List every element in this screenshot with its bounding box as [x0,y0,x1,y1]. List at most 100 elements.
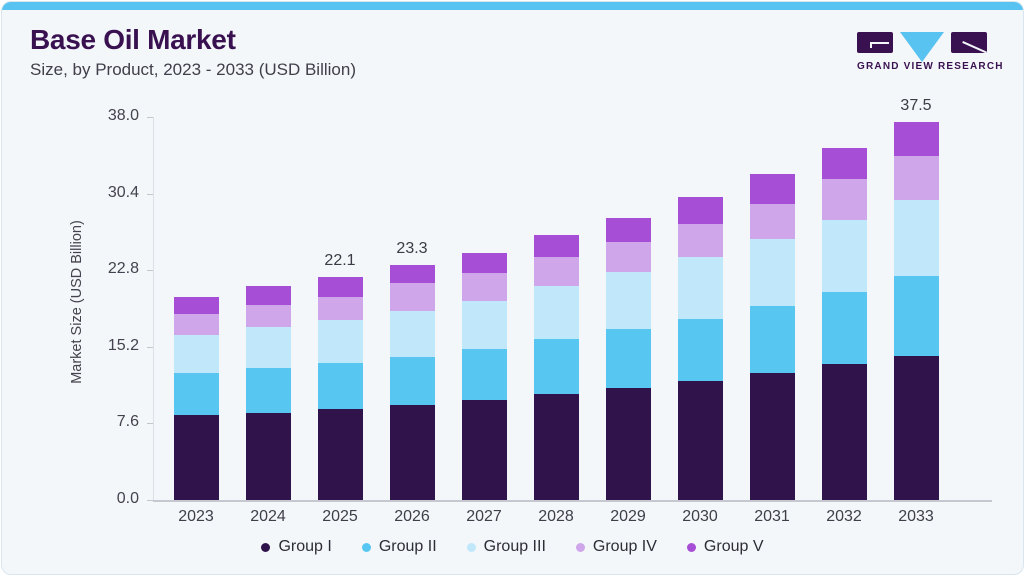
bar-segment-2030-group-iv [678,224,723,257]
bar-segment-2026-group-ii [390,357,435,405]
legend-swatch-icon [261,542,271,552]
y-tick-mark [147,194,153,195]
legend-item-label: Group IV [592,538,657,555]
bar-segment-2030-group-v [678,197,723,224]
y-tick-mark [147,117,153,118]
bar-segment-2033-group-i [894,356,939,500]
x-tick-label: 2033 [898,508,934,525]
legend-item-group-iii: Group III [466,538,546,556]
y-tick-label: 7.6 [116,413,139,430]
bar-segment-2030-group-iii [678,257,723,319]
legend-item-label: Group V [703,538,764,555]
y-axis-title: Market Size (USD Billion) [69,220,85,384]
bar-segment-2027-group-i [462,400,507,500]
y-tick-mark [147,270,153,271]
bar-segment-2028-group-v [534,235,579,257]
bar-segment-2032-group-iii [822,220,867,292]
bar-segment-2025-group-i [318,409,363,500]
bar-segment-2024-group-iv [246,305,291,327]
x-tick-label: 2027 [466,508,502,525]
bar-segment-2031-group-iv [750,204,795,239]
bar-segment-2028-group-ii [534,339,579,394]
bar-segment-2032-group-ii [822,292,867,364]
bar-segment-2033-group-v [894,122,939,156]
bar-segment-2024-group-i [246,413,291,500]
bar-segment-2033-group-ii [894,276,939,356]
legend-swatch-icon [361,542,371,552]
bar-segment-2027-group-iii [462,301,507,349]
bar-segment-2025-group-iii [318,320,363,363]
logo-r-block-icon [951,32,987,53]
legend-item-group-iv: Group IV [575,538,657,556]
legend-swatch-icon [686,542,696,552]
bar-segment-2023-group-iii [174,335,219,373]
legend-item-group-i: Group I [261,538,332,556]
bar-segment-2027-group-iv [462,273,507,301]
bar-total-label: 37.5 [900,97,932,114]
page-subtitle: Size, by Product, 2023 - 2033 (USD Billi… [30,60,356,79]
bar-segment-2023-group-ii [174,373,219,415]
x-tick-label: 2032 [826,508,862,525]
top-accent-bar [2,2,1023,10]
bar-segment-2032-group-i [822,364,867,500]
bar-segment-2023-group-i [174,415,219,500]
x-axis-line [153,500,992,502]
y-tick-label: 0.0 [116,490,139,507]
x-tick-label: 2026 [394,508,430,525]
y-tick-label: 22.8 [107,260,139,277]
bar-segment-2032-group-iv [822,179,867,220]
x-tick-label: 2031 [754,508,790,525]
y-tick-label: 38.0 [107,107,139,124]
bar-segment-2025-group-iv [318,297,363,320]
y-tick-mark [147,423,153,424]
bar-segment-2026-group-iv [390,283,435,311]
y-axis-line [153,117,154,500]
y-tick-label: 15.2 [107,337,139,354]
legend-item-label: Group II [378,538,437,555]
bar-total-label: 22.1 [324,252,356,269]
bar-segment-2023-group-v [174,297,219,314]
bar-segment-2025-group-ii [318,363,363,409]
y-tick-label: 30.4 [107,184,139,201]
bar-segment-2029-group-v [606,218,651,242]
bar-segment-2031-group-iii [750,239,795,306]
bar-segment-2026-group-iii [390,311,435,357]
bar-segment-2023-group-iv [174,314,219,335]
bar-segment-2029-group-iv [606,242,651,272]
logo-g-block-icon [857,32,893,53]
x-tick-label: 2030 [682,508,718,525]
gvr-logo: GRAND VIEW RESEARCH [857,32,1003,72]
legend-item-label: Group I [278,538,332,555]
page-title: Base Oil Market [30,24,236,55]
bar-total-label: 23.3 [396,240,428,257]
bar-segment-2028-group-iv [534,257,579,286]
bar-segment-2033-group-iv [894,156,939,200]
x-tick-label: 2024 [250,508,286,525]
bar-segment-2029-group-i [606,388,651,500]
bar-segment-2027-group-ii [462,349,507,400]
bar-segment-2030-group-ii [678,319,723,381]
bar-segment-2028-group-i [534,394,579,500]
bar-segment-2024-group-ii [246,368,291,413]
bar-segment-2031-group-v [750,174,795,204]
bar-segment-2024-group-v [246,286,291,305]
bar-segment-2030-group-i [678,381,723,500]
legend-item-group-ii: Group II [361,538,437,556]
bar-segment-2029-group-ii [606,329,651,388]
y-tick-mark [147,500,153,501]
bar-segment-2031-group-ii [750,306,795,373]
bar-segment-2025-group-v [318,277,363,297]
bar-segment-2026-group-v [390,265,435,283]
legend-item-label: Group III [483,538,546,555]
bar-segment-2029-group-iii [606,272,651,329]
legend-item-group-v: Group V [686,538,764,556]
gvr-logo-mark [857,32,1002,62]
y-tick-mark [147,347,153,348]
x-tick-label: 2023 [178,508,214,525]
bar-segment-2033-group-iii [894,200,939,276]
chart-legend: Group I Group II Group III Group IV Group V [2,538,1023,556]
bar-segment-2027-group-v [462,253,507,273]
x-tick-label: 2025 [322,508,358,525]
